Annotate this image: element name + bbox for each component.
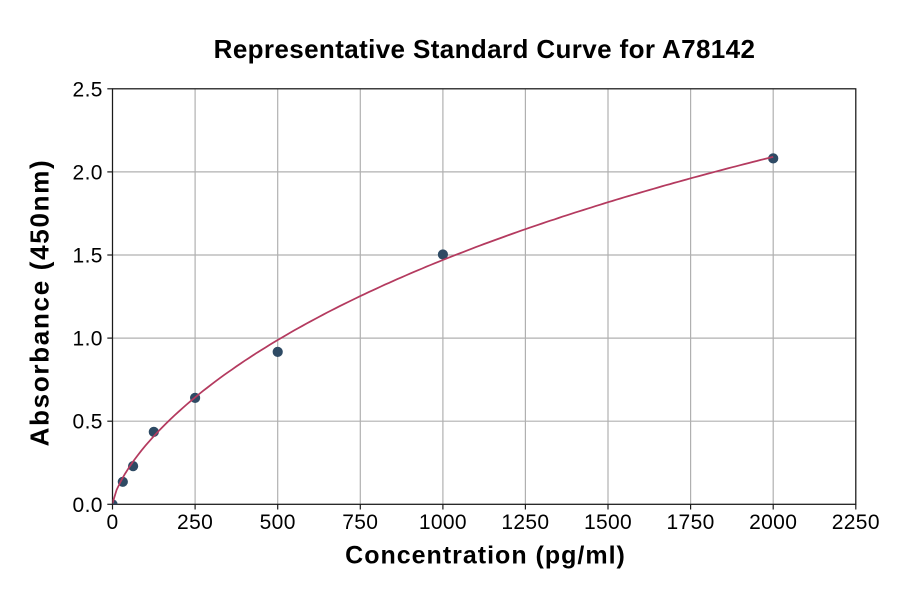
svg-text:1500: 1500 (584, 511, 632, 534)
svg-text:0.0: 0.0 (73, 494, 103, 517)
svg-text:0.5: 0.5 (73, 411, 103, 434)
svg-text:250: 250 (177, 511, 213, 534)
svg-text:500: 500 (260, 511, 296, 534)
svg-text:Absorbance (450nm): Absorbance (450nm) (24, 159, 54, 447)
svg-text:2250: 2250 (832, 511, 880, 534)
svg-text:1250: 1250 (501, 511, 549, 534)
svg-text:1750: 1750 (667, 511, 715, 534)
svg-text:0: 0 (106, 511, 118, 534)
svg-text:Representative Standard Curve: Representative Standard Curve for A78142 (214, 34, 756, 64)
svg-text:1.5: 1.5 (73, 245, 103, 268)
svg-text:2.0: 2.0 (73, 161, 103, 184)
svg-text:Concentration (pg/ml): Concentration (pg/ml) (345, 542, 626, 570)
svg-text:1000: 1000 (419, 511, 467, 534)
svg-text:2000: 2000 (749, 511, 797, 534)
svg-text:1.0: 1.0 (73, 328, 103, 351)
svg-text:750: 750 (342, 511, 378, 534)
svg-text:2.5: 2.5 (73, 78, 103, 101)
